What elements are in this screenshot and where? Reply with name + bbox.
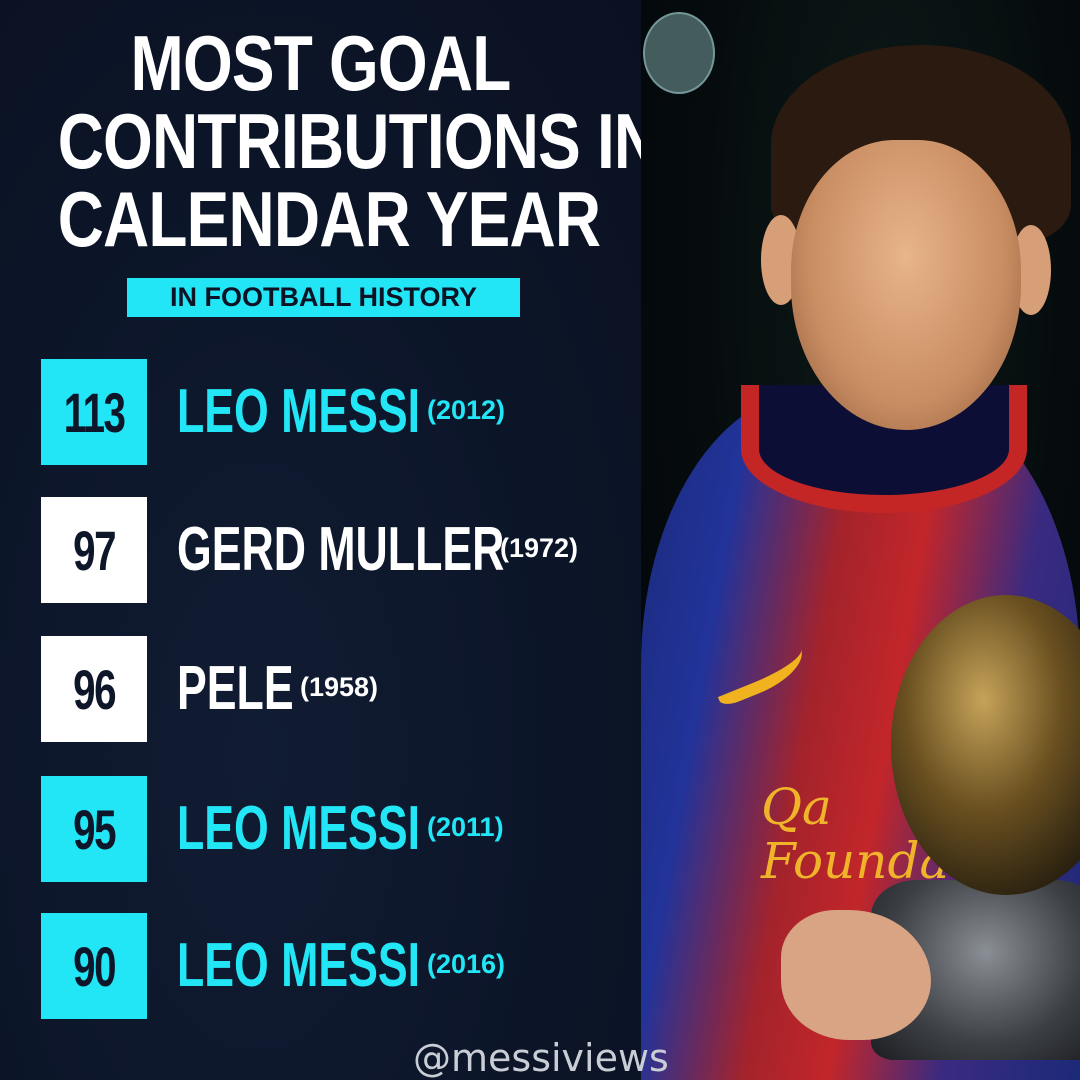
player-year: (2016)	[427, 949, 506, 979]
sponsor-line-2: Founda	[761, 832, 950, 890]
hand	[781, 910, 931, 1040]
rank-value-box: 97	[41, 497, 147, 603]
player-year: (1958)	[300, 672, 379, 702]
player-name: PELE	[177, 654, 294, 723]
rank-value-box: 90	[41, 913, 147, 1019]
rank-value: 96	[73, 657, 116, 721]
player-year: (2011)	[427, 812, 504, 842]
jersey-sponsor: Qa Founda	[761, 780, 949, 888]
left-panel: MOST GOAL CONTRIBUTIONS IN A CALENDAR YE…	[0, 0, 720, 1080]
player-photo: Qa Founda	[641, 0, 1080, 1080]
ranking-row: 96 PELE (1958)	[41, 636, 641, 742]
rank-value-box: 96	[41, 636, 147, 742]
rank-value: 95	[73, 797, 116, 861]
player-year: (2012)	[427, 395, 506, 425]
rank-value: 113	[63, 380, 126, 444]
ranking-row: 97 GERD MULLER (1972)	[41, 497, 641, 603]
ranking-row: 95 LEO MESSI (2011)	[41, 776, 641, 882]
watermark-handle: @messiviews	[413, 1036, 669, 1080]
subtitle-badge: IN FOOTBALL HISTORY	[127, 278, 520, 317]
ballon-dor-trophy-icon	[891, 595, 1080, 895]
stadium-light	[643, 12, 715, 94]
player-name: LEO MESSI	[177, 931, 421, 1000]
player-year: (1972)	[500, 533, 579, 563]
player-name: LEO MESSI	[177, 794, 421, 863]
player-name: GERD MULLER	[177, 515, 505, 584]
title-line-1: MOST GOAL	[130, 19, 512, 107]
rank-value-box: 95	[41, 776, 147, 882]
face	[791, 140, 1021, 430]
title-line-2: CONTRIBUTIONS IN A	[57, 97, 720, 185]
page-title: MOST GOAL CONTRIBUTIONS IN A CALENDAR YE…	[0, 19, 720, 263]
ranking-row: 90 LEO MESSI (2016)	[41, 913, 641, 1019]
rank-value: 90	[73, 934, 116, 998]
rank-value-box: 113	[41, 359, 147, 465]
rank-value: 97	[73, 518, 116, 582]
player-name: LEO MESSI	[177, 377, 421, 446]
sponsor-line-1: Qa	[761, 778, 832, 836]
title-line-3: CALENDAR YEAR	[57, 175, 601, 263]
ranking-row: 113 LEO MESSI (2012)	[41, 359, 641, 465]
